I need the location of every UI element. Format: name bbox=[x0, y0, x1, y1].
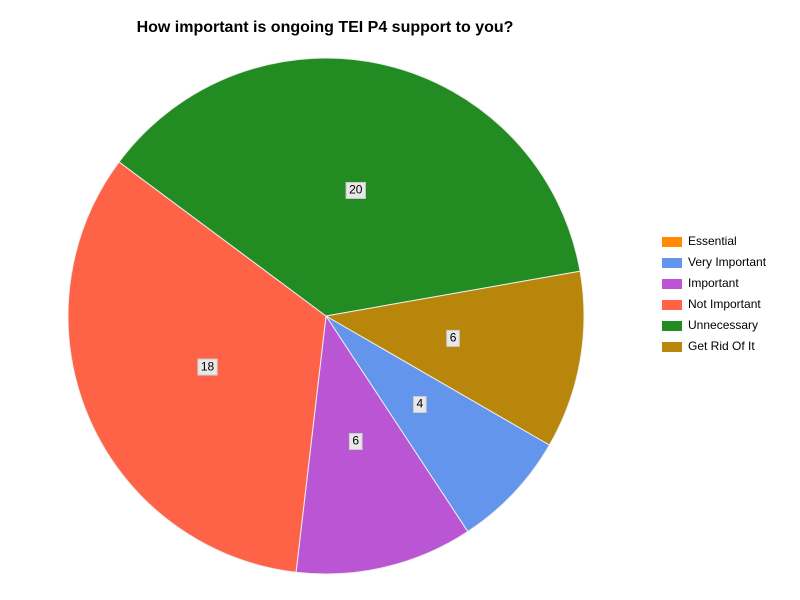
data-label-box bbox=[348, 433, 363, 451]
legend-swatch bbox=[662, 342, 682, 352]
pie-slice bbox=[295, 314, 469, 575]
legend-swatch bbox=[662, 300, 682, 310]
legend-label: Important bbox=[688, 276, 739, 290]
data-label-group: 18 bbox=[197, 358, 218, 376]
data-label: 18 bbox=[201, 359, 215, 373]
chart-title: How important is ongoing TEI P4 support … bbox=[137, 19, 514, 36]
legend-swatch bbox=[662, 279, 682, 289]
legend-swatch bbox=[662, 258, 682, 268]
data-label-box bbox=[197, 358, 218, 376]
data-label-box bbox=[446, 329, 460, 347]
data-label-group: 6 bbox=[348, 433, 363, 451]
legend-swatch bbox=[662, 321, 682, 331]
data-label: 6 bbox=[352, 434, 359, 448]
legend-swatch bbox=[662, 237, 682, 247]
data-label-group: 4 bbox=[412, 396, 427, 414]
pie-slice bbox=[324, 270, 585, 446]
data-label: 20 bbox=[349, 183, 363, 197]
legend-label: Essential bbox=[688, 234, 737, 248]
data-label-group: 6 bbox=[446, 329, 460, 347]
data-label: 4 bbox=[416, 397, 423, 411]
legend-label: Unnecessary bbox=[688, 318, 758, 332]
pie-slice bbox=[67, 161, 327, 573]
pie-slice bbox=[325, 315, 551, 533]
data-label: 6 bbox=[450, 331, 457, 345]
legend-label: Get Rid Of It bbox=[688, 339, 755, 353]
data-label-box bbox=[345, 181, 366, 199]
legend-label: Not Important bbox=[688, 297, 761, 311]
data-label-box bbox=[412, 396, 427, 414]
data-label-group: 20 bbox=[345, 181, 366, 199]
legend-label: Very Important bbox=[688, 255, 767, 269]
